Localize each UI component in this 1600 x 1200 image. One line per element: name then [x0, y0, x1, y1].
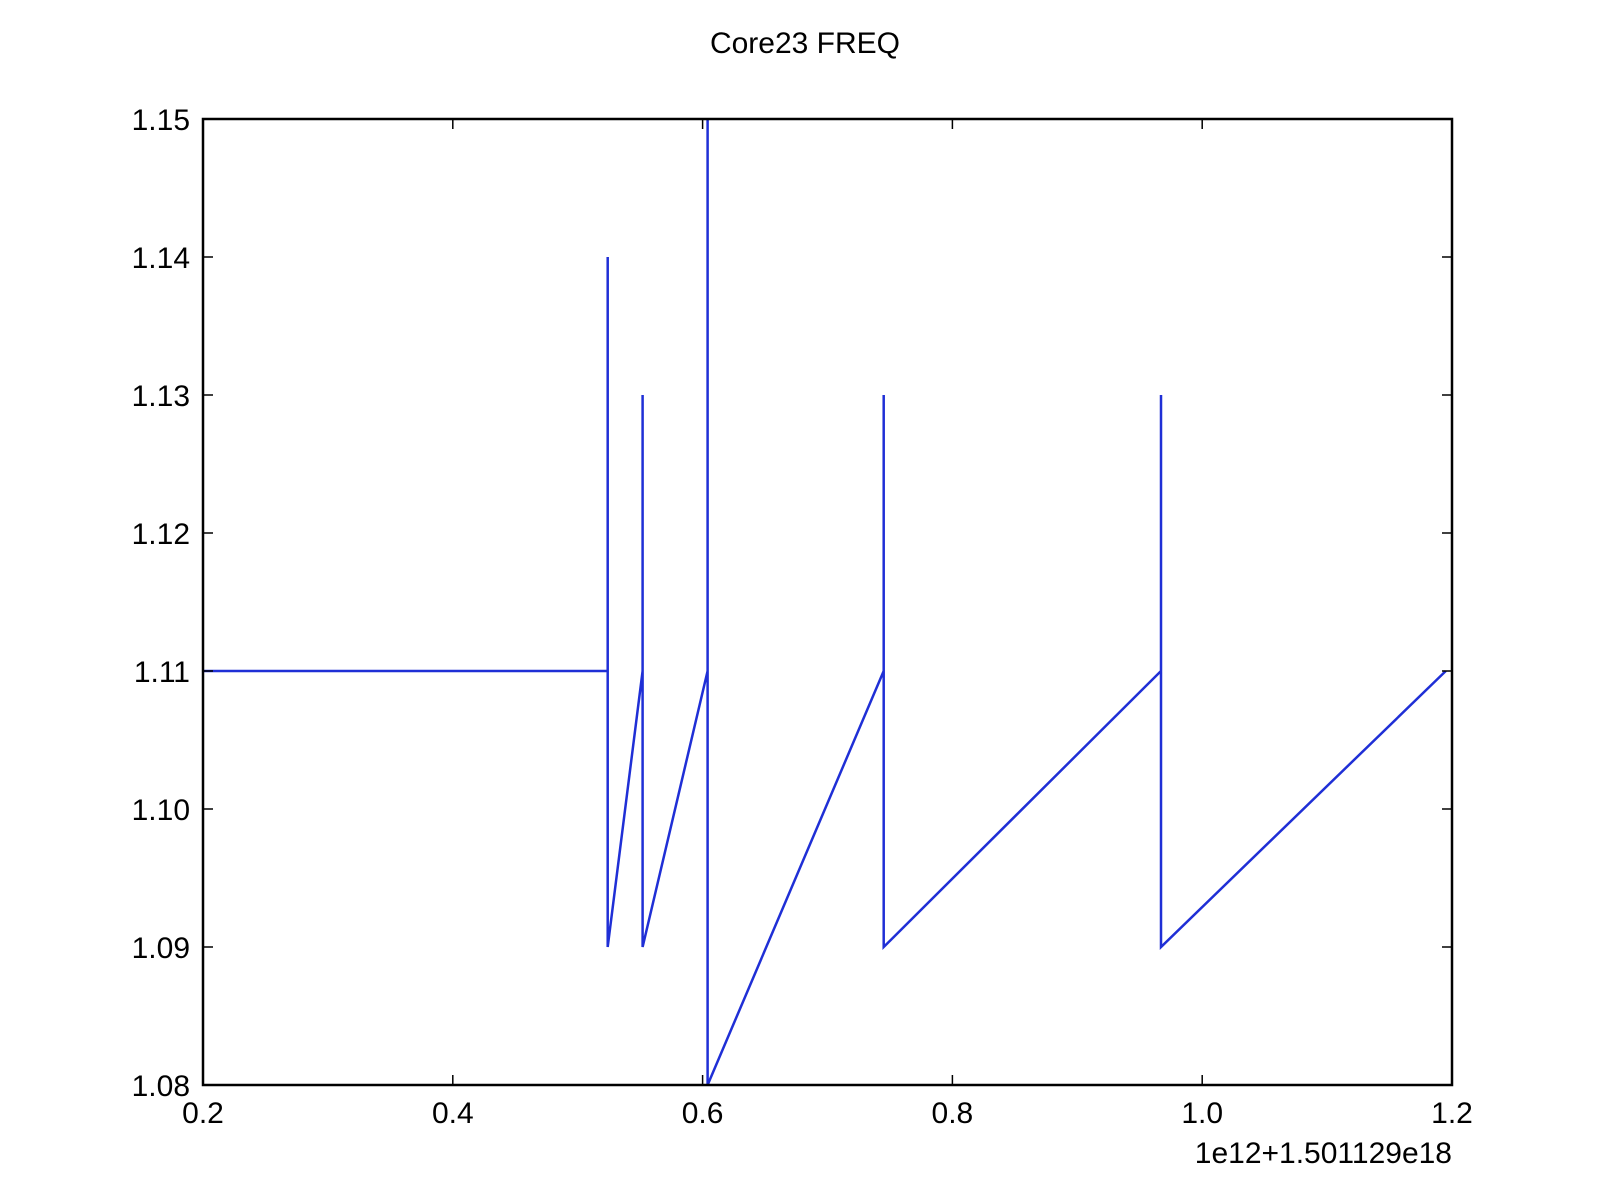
x-tick-label: 0.4	[432, 1097, 474, 1130]
chart-title: Core23 FREQ	[710, 27, 900, 60]
x-offset-label: 1e12+1.501129e18	[1195, 1137, 1452, 1170]
y-tick-label: 1.08	[132, 1070, 190, 1103]
series-layer	[203, 119, 1447, 1086]
x-tick-label: 0.2	[182, 1097, 224, 1130]
x-tick-label: 0.6	[682, 1097, 724, 1130]
y-tick-label: 1.14	[132, 242, 190, 275]
labels-layer: 0.2 0.4 0.6 0.8 1.0 1.2 1.08 1.09 1.10 1.11 1.12 1.…	[132, 104, 1473, 1130]
y-tick-label: 1.12	[132, 518, 190, 551]
plot-frame	[201, 117, 1454, 1087]
x-tick-label: 1.2	[1431, 1097, 1473, 1130]
y-tick-label: 1.15	[132, 104, 190, 137]
y-tick-label: 1.10	[132, 794, 190, 827]
x-tick-label: 0.8	[932, 1097, 974, 1130]
series-line	[203, 119, 1447, 1086]
y-tick-label: 1.13	[132, 380, 190, 413]
y-tick-label: 1.09	[132, 932, 190, 965]
x-tick-label: 1.0	[1181, 1097, 1223, 1130]
y-tick-label: 1.11	[134, 656, 190, 689]
